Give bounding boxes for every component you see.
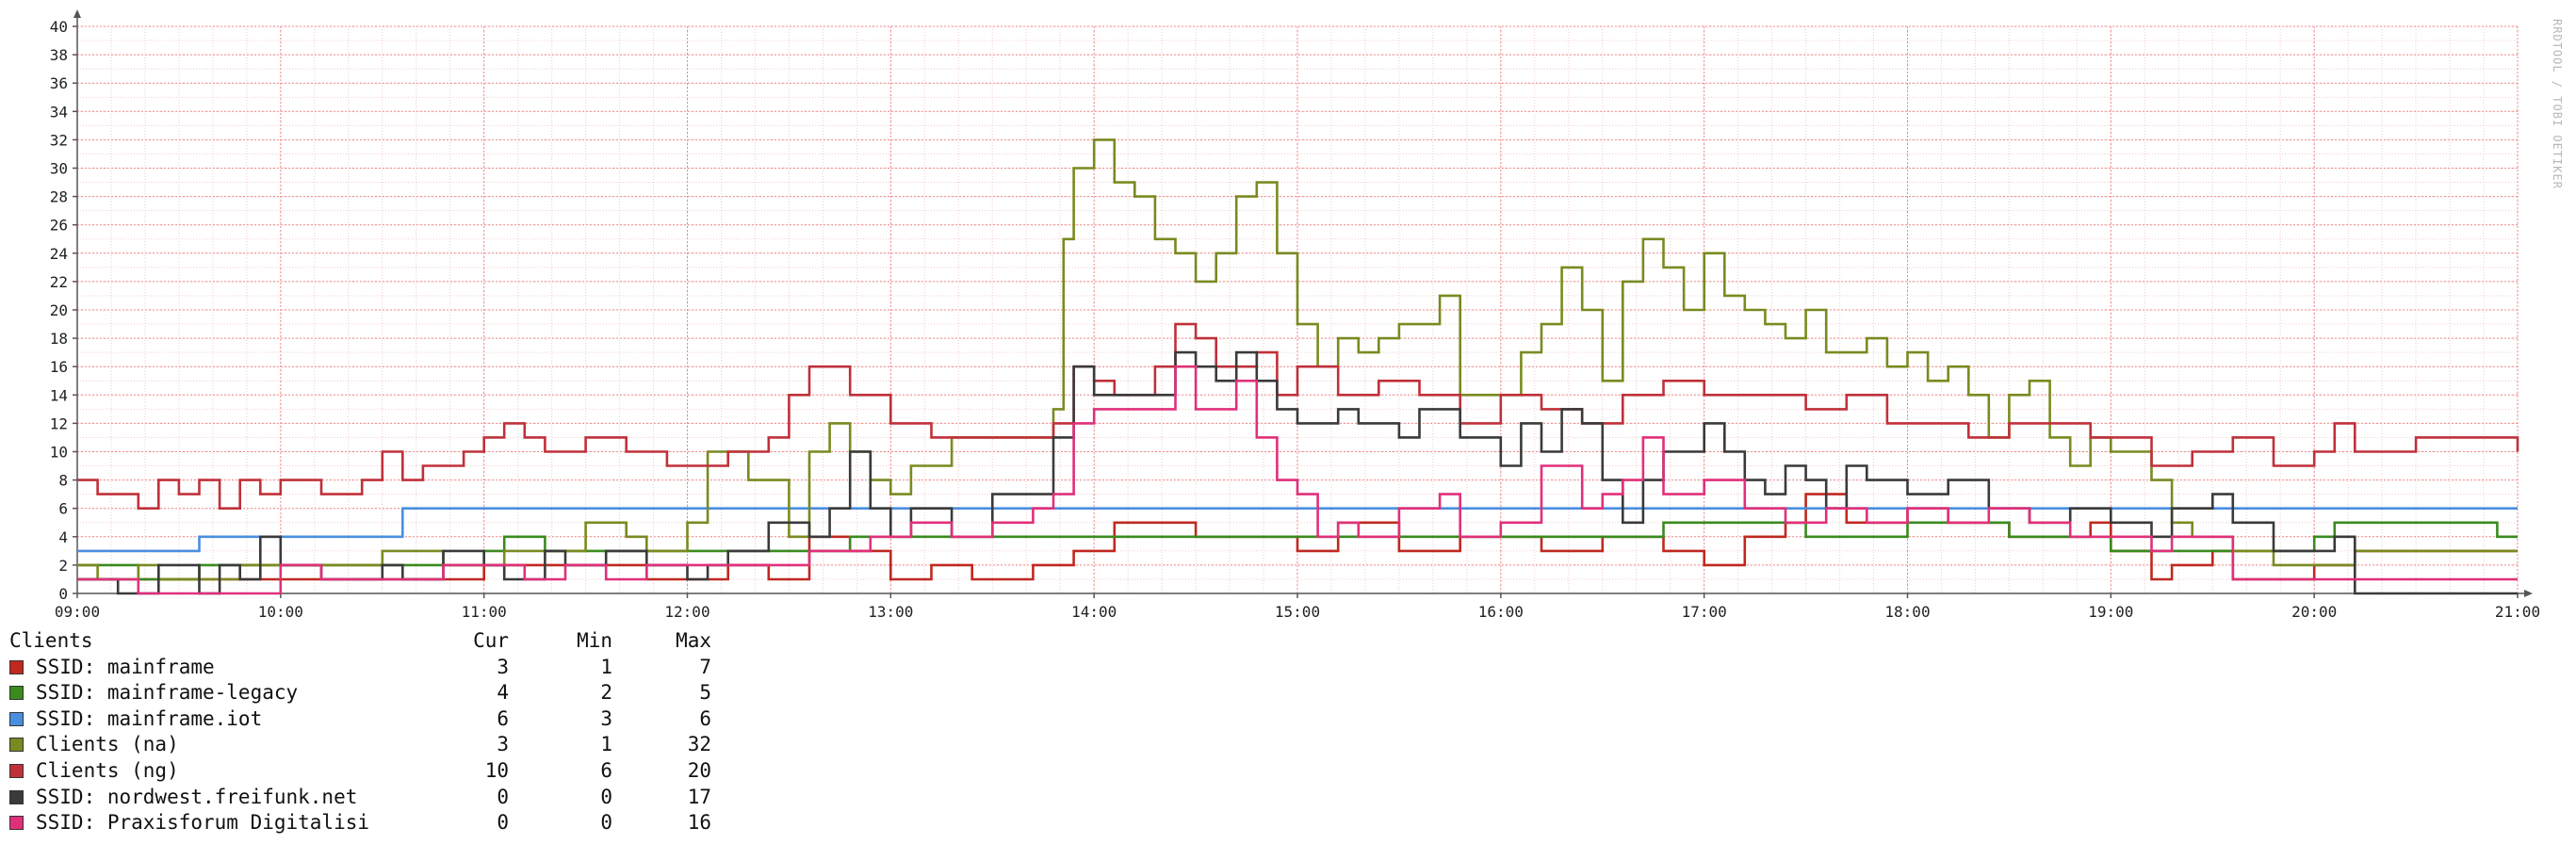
x-tick-label: 16:00 [1478,603,1524,621]
legend-min-value: 0 [600,811,612,835]
legend-min-value: 1 [600,655,612,678]
y-tick-label: 18 [50,330,68,348]
legend-max-value: 32 [687,733,711,756]
x-tick-label: 19:00 [2088,603,2133,621]
chart-axes [73,9,2533,598]
legend-cur-value: 3 [497,733,509,756]
legend-swatch [9,738,24,753]
y-tick-label: 0 [58,585,68,603]
legend-cur-value: 3 [497,655,509,678]
y-tick-label: 12 [50,414,68,432]
y-tick-label: 6 [58,500,68,518]
x-tick-label: 21:00 [2495,603,2540,621]
legend-swatch [9,816,24,831]
legend-swatch [9,711,24,726]
y-tick-label: 22 [50,273,68,291]
y-tick-label: 16 [50,358,68,376]
legend-col-cur: Cur [473,629,509,652]
legend-max-value: 17 [687,785,711,808]
y-axis-arrow [73,9,81,18]
y-tick-label: 34 [50,103,68,121]
legend-max-value: 16 [687,811,711,835]
legend-col-max: Max [676,629,711,652]
y-tick-label: 10 [50,444,68,462]
legend-col-min: Min [577,629,612,652]
legend-cur-value: 0 [497,811,509,835]
y-tick-label: 32 [50,131,68,149]
legend-label: SSID: mainframe.iot [36,706,263,730]
legend-swatch [9,763,24,778]
y-tick-label: 38 [50,46,68,64]
chart-tick-labels: 024681012141618202224262830323436384009:… [50,18,2540,621]
series-line-4 [77,138,2518,581]
series-line-3 [77,507,2518,553]
y-tick-label: 2 [58,557,68,575]
rrd-chart: 024681012141618202224262830323436384009:… [50,9,2564,621]
legend-min-value: 3 [600,706,612,730]
y-tick-label: 28 [50,188,68,206]
y-tick-label: 20 [50,301,68,319]
x-tick-label: 14:00 [1071,603,1117,621]
rrdtool-watermark: RRDTOOL / TOBI OETIKER [2551,19,2564,189]
y-tick-label: 40 [50,18,68,36]
legend-min-value: 0 [600,785,612,808]
legend-swatch [9,789,24,804]
series-line-7 [77,365,2518,595]
legend-label: Clients (ng) [36,758,179,782]
x-tick-label: 20:00 [2291,603,2337,621]
legend-cur-value: 10 [484,758,509,782]
y-tick-label: 30 [50,160,68,178]
legend-max-value: 20 [687,758,711,782]
legend-label: SSID: Praxisforum Digitalisi [36,811,370,835]
y-tick-label: 24 [50,245,68,263]
legend-min-value: 2 [600,681,612,705]
y-tick-label: 4 [58,528,68,546]
y-tick-label: 26 [50,217,68,235]
x-tick-label: 15:00 [1275,603,1320,621]
legend-max-value: 5 [699,681,711,705]
legend-cur-value: 6 [497,706,509,730]
legend-max-value: 7 [699,655,711,678]
x-axis-arrow [2524,590,2533,597]
legend-min-value: 1 [600,733,612,756]
x-tick-label: 18:00 [1884,603,1930,621]
legend-label: Clients (na) [36,733,179,756]
legend-label: SSID: mainframe [36,655,215,678]
x-tick-label: 13:00 [868,603,913,621]
x-tick-label: 17:00 [1682,603,1727,621]
x-tick-label: 09:00 [55,603,100,621]
legend-swatch [9,686,24,701]
x-tick-label: 11:00 [462,603,507,621]
legend-min-value: 6 [600,758,612,782]
x-tick-label: 10:00 [258,603,303,621]
legend-cur-value: 4 [497,681,509,705]
chart-series [77,138,2519,595]
x-tick-label: 12:00 [664,603,709,621]
y-tick-label: 8 [58,472,68,490]
legend-label: SSID: mainframe-legacy [36,681,299,705]
legend-max-value: 6 [699,706,711,730]
y-tick-label: 36 [50,74,68,92]
legend-title: Clients [9,629,93,652]
legend-cur-value: 0 [497,785,509,808]
series-line-6 [77,350,2518,595]
legend-swatch [9,659,24,674]
y-tick-label: 14 [50,386,68,404]
legend-label: SSID: nordwest.freifunk.net [36,785,358,808]
